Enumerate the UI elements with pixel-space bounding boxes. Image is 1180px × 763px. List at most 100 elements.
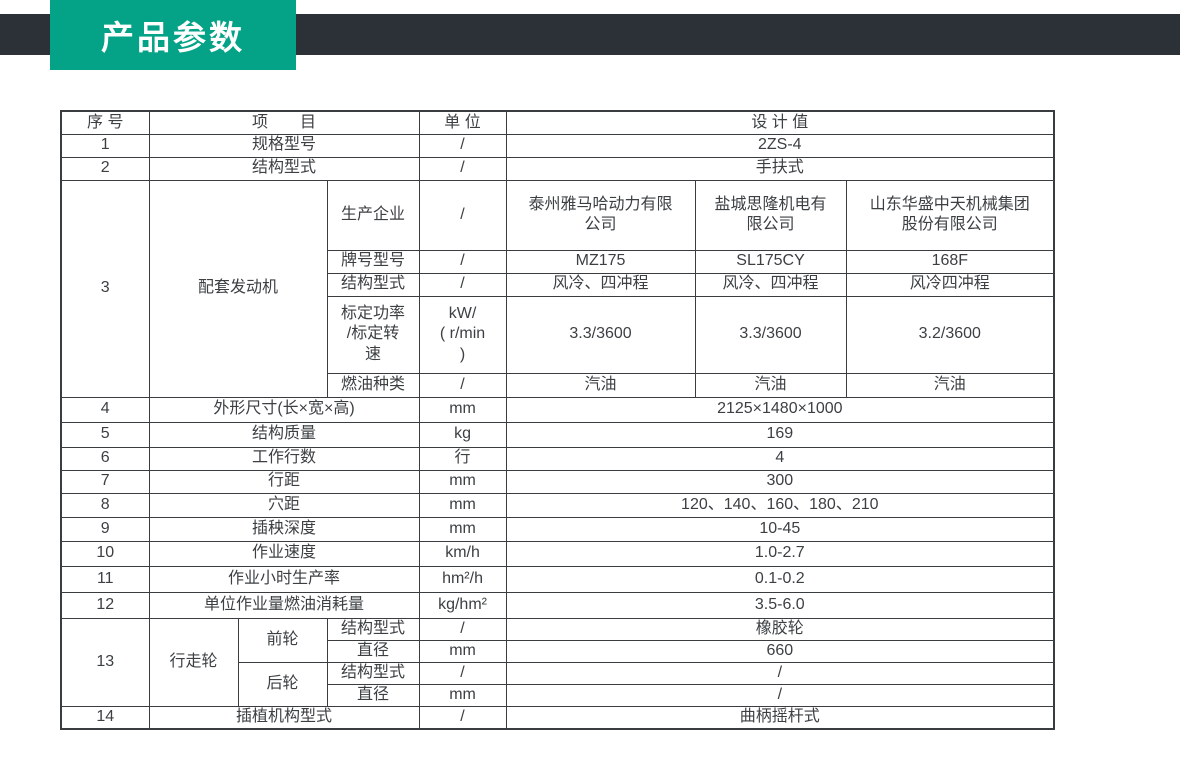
r3-sub4-v2: 汽油 [694,372,847,398]
r13-front0-unit: / [418,617,507,641]
r3-sub3-v1: 3.3/3600 [505,295,696,374]
r13-rear1-label: 直径 [326,683,420,707]
r8-unit: mm [418,492,507,518]
r3-sub1-v3: 168F [845,249,1055,274]
product-parameters-table: 序 号 项 目 单 位 设 计 值 1 规格型号 / 2ZS-4 2 结构型式 … [60,110,1056,730]
r6-item: 工作行数 [148,446,420,471]
r10-value: 1.0-2.7 [505,540,1055,567]
table-header-row: 序 号 项 目 单 位 设 计 值 [60,110,1055,135]
r3-item: 配套发动机 [148,179,328,398]
r12-no: 12 [60,591,150,619]
r3-sub2-v3: 风冷四冲程 [845,272,1055,297]
r3-sub2-v2: 风冷、四冲程 [694,272,847,297]
r2-value: 手扶式 [505,156,1055,181]
table-row: 5 结构质量 kg 169 [60,421,1055,448]
r3-sub1-v2: SL175CY [694,249,847,274]
r13-item: 行走轮 [148,617,239,707]
r13-rear0-unit: / [418,661,507,685]
table-row-wheels: 13 行走轮 前轮 结构型式 / 橡胶轮 [60,617,1055,707]
r13-rear0-label: 结构型式 [326,661,420,685]
table-row: 14 插植机构型式 / 曲柄摇杆式 [60,705,1055,730]
r12-unit: kg/hm² [418,591,507,619]
r11-unit: hm²/h [418,565,507,593]
r13-rear-label: 后轮 [237,661,328,707]
r6-unit: 行 [418,446,507,471]
r13-front1-label: 直径 [326,639,420,663]
table-row-wheels: 后轮 结构型式 / / [61,661,1055,707]
r7-value: 300 [505,469,1055,494]
r6-value: 4 [505,446,1055,471]
header-no: 序 号 [60,110,150,135]
r3-sub1-v1: MZ175 [505,249,696,274]
r13-front0-value: 橡胶轮 [505,617,1055,641]
table-row: 6 工作行数 行 4 [60,446,1055,471]
section-title-badge: 产品参数 [50,0,296,70]
r6-no: 6 [60,446,150,471]
r2-no: 2 [60,156,150,181]
r10-item: 作业速度 [148,540,420,567]
table-row: 10 作业速度 km/h 1.0-2.7 [60,540,1055,567]
r1-value: 2ZS-4 [505,133,1055,158]
table-row-wheels: 直径 mm 660 [61,639,1055,663]
r14-no: 14 [60,705,150,730]
r4-no: 4 [60,396,150,423]
r3-sub2-label: 结构型式 [326,272,420,297]
r3-sub4-label: 燃油种类 [326,372,420,398]
r5-unit: kg [418,421,507,448]
r12-item: 单位作业量燃油消耗量 [148,591,420,619]
r5-value: 169 [505,421,1055,448]
r10-unit: km/h [418,540,507,567]
header-item: 项 目 [148,110,420,135]
r9-value: 10-45 [505,516,1055,542]
r13-rear1-value: / [505,683,1055,707]
r3-sub4-unit: / [418,372,507,398]
r11-item: 作业小时生产率 [148,565,420,593]
r3-sub0-unit: / [418,179,507,251]
table-row: 12 单位作业量燃油消耗量 kg/hm² 3.5-6.0 [60,591,1055,619]
table-row: 2 结构型式 / 手扶式 [60,156,1055,181]
r4-item: 外形尺寸(长×宽×高) [148,396,420,423]
r14-item: 插植机构型式 [148,705,420,730]
r13-front-label: 前轮 [237,617,328,663]
table-row-engine: 牌号型号 / MZ175 SL175CY 168F [61,249,1055,274]
r3-sub3-v3: 3.2/3600 [845,295,1055,374]
r10-no: 10 [60,540,150,567]
table-row: 1 规格型号 / 2ZS-4 [60,133,1055,158]
r13-front1-unit: mm [418,639,507,663]
r3-sub4-v1: 汽油 [505,372,696,398]
r3-sub3-label: 标定功率 /标定转 速 [326,295,420,374]
header-unit: 单 位 [418,110,507,135]
r2-item: 结构型式 [148,156,420,181]
r13-rear0-value: / [505,661,1055,685]
r1-item: 规格型号 [148,133,420,158]
r3-sub2-unit: / [418,272,507,297]
r3-sub3-v2: 3.3/3600 [694,295,847,374]
r13-front0-label: 结构型式 [326,617,420,641]
table-row: 8 穴距 mm 120、140、160、180、210 [60,492,1055,518]
r1-no: 1 [60,133,150,158]
section-title: 产品参数 [101,19,245,56]
table-row: 7 行距 mm 300 [60,469,1055,494]
table-row-engine: 标定功率 /标定转 速 kW/ ( r/min ) 3.3/3600 3.3/3… [61,295,1055,374]
r3-sub4-v3: 汽油 [845,372,1055,398]
table-row-engine: 3 配套发动机 生产企业 / 泰州雅马哈动力有限 公司 盐城思隆机电有 限公司 … [60,179,1055,398]
r5-item: 结构质量 [148,421,420,448]
r4-value: 2125×1480×1000 [505,396,1055,423]
r9-unit: mm [418,516,507,542]
r14-unit: / [418,705,507,730]
r7-unit: mm [418,469,507,494]
r3-sub2-v1: 风冷、四冲程 [505,272,696,297]
table-row-engine: 结构型式 / 风冷、四冲程 风冷、四冲程 风冷四冲程 [61,272,1055,297]
r8-value: 120、140、160、180、210 [505,492,1055,518]
r2-unit: / [418,156,507,181]
r13-no: 13 [60,617,150,707]
r13-rear1-unit: mm [418,683,507,707]
r3-sub1-label: 牌号型号 [326,249,420,274]
r3-sub0-label: 生产企业 [326,179,420,251]
r11-value: 0.1-0.2 [505,565,1055,593]
r3-sub0-v2: 盐城思隆机电有 限公司 [694,179,847,251]
r9-item: 插秧深度 [148,516,420,542]
r5-no: 5 [60,421,150,448]
r3-sub1-unit: / [418,249,507,274]
r7-item: 行距 [148,469,420,494]
